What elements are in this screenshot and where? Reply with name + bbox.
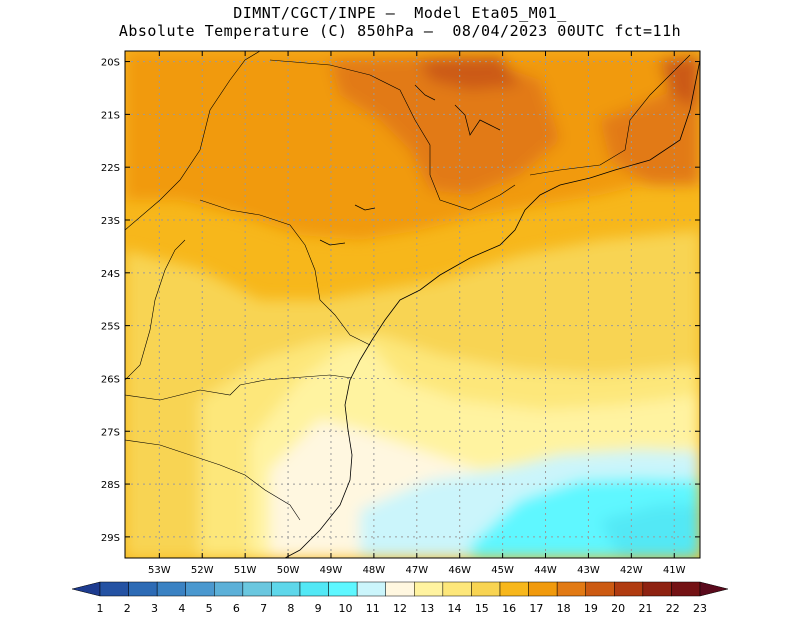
colorbar-label-4: 4	[178, 602, 185, 615]
colorbar-label-9: 9	[315, 602, 322, 615]
lon-label-45W: 45W	[491, 565, 514, 576]
lon-label-53W: 53W	[148, 565, 171, 576]
colorbar-label-8: 8	[287, 602, 294, 615]
colorbar-label-11: 11	[366, 602, 380, 615]
border-pr-sc	[125, 374, 353, 401]
reservoir-a	[414, 84, 436, 101]
coast-line	[284, 59, 700, 558]
colorbar-swatch	[671, 581, 701, 597]
lon-label-47W: 47W	[405, 565, 428, 576]
field-19-b	[660, 55, 700, 110]
colorbar-swatch	[128, 581, 158, 597]
field-18-b	[600, 80, 700, 185]
colorbar-label-1: 1	[97, 602, 104, 615]
state-borders	[125, 51, 691, 521]
colorbar-label-19: 19	[584, 602, 598, 615]
colorbar-label-16: 16	[502, 602, 516, 615]
lat-label-24S: 24S	[101, 269, 120, 280]
colorbar-label-15: 15	[475, 602, 489, 615]
lon-label-49W: 49W	[320, 565, 343, 576]
colorbar-swatch	[271, 581, 301, 597]
colorbar-swatch	[556, 581, 586, 597]
colorbar-swatch	[614, 581, 644, 597]
colorbar-label-14: 14	[448, 602, 462, 615]
colorbar-label-23: 23	[693, 602, 707, 615]
colorbar-swatch	[299, 581, 329, 597]
coastline	[284, 59, 700, 558]
colorbar-swatch	[442, 581, 472, 597]
lat-axis: 20S 21S 22S 23S 24S 25S 26S 27S 28S 29S	[101, 58, 700, 544]
border-mg-rj	[529, 54, 691, 176]
lon-label-44W: 44W	[534, 565, 557, 576]
border-py	[125, 239, 186, 381]
colorbar-label-5: 5	[206, 602, 213, 615]
colorbar-label-12: 12	[393, 602, 407, 615]
reservoir-b	[354, 204, 376, 211]
colorbar-label-17: 17	[529, 602, 543, 615]
colorbar-swatch	[528, 581, 558, 597]
lat-label-26S: 26S	[101, 374, 120, 385]
colorbar-label-6: 6	[233, 602, 240, 615]
colorbar-swatch	[642, 581, 672, 597]
reservoirs	[319, 84, 501, 246]
lon-label-42W: 42W	[620, 565, 643, 576]
grid	[125, 51, 700, 558]
lon-label-48W: 48W	[363, 565, 386, 576]
colorbar-swatch	[356, 581, 386, 597]
colorbar-swatch	[328, 581, 358, 597]
lon-label-43W: 43W	[577, 565, 600, 576]
colorbar-label-7: 7	[260, 602, 267, 615]
border-ms-sp	[125, 51, 261, 231]
lat-label-23S: 23S	[101, 216, 120, 227]
lat-label-27S: 27S	[101, 427, 120, 438]
lat-label-22S: 22S	[101, 163, 120, 174]
lon-label-50W: 50W	[277, 565, 300, 576]
lon-label-51W: 51W	[234, 565, 257, 576]
colorbar-label-21: 21	[638, 602, 652, 615]
colorbar-swatch	[99, 581, 129, 597]
reservoir-furnas	[454, 104, 501, 136]
colorbar-swatch	[499, 581, 529, 597]
colorbar-swatch	[242, 581, 272, 597]
colorbar-swatch	[471, 581, 501, 597]
map-frame	[124, 50, 701, 559]
colorbar-label-22: 22	[666, 602, 680, 615]
chart-title-line2: Absolute Temperature (C) 850hPa – 08/04/…	[118, 22, 682, 40]
temperature-field	[125, 51, 700, 558]
colorbar-swatch	[214, 581, 244, 597]
colorbar-arrow-right	[699, 581, 729, 597]
colorbar-arrow-left	[71, 581, 101, 597]
border-sc-rs	[125, 439, 301, 521]
colorbar-swatch	[156, 581, 186, 597]
colorbar-swatch	[585, 581, 615, 597]
colorbar-swatch	[385, 581, 415, 597]
colorbar-swatch	[185, 581, 215, 597]
lat-label-28S: 28S	[101, 480, 120, 491]
reservoir-c	[319, 239, 346, 246]
border-sp-pr	[199, 199, 371, 346]
lon-label-52W: 52W	[191, 565, 214, 576]
lat-label-21S: 21S	[101, 110, 120, 121]
lon-label-41W: 41W	[663, 565, 686, 576]
colorbar: 1 2 3 4 5 6 7 8 9 10 11 12 13 14 15 16 17 18 19 20 21 22 23	[71, 581, 729, 615]
border-sp-mg	[269, 59, 516, 211]
chart-title-line1: DIMNT/CGCT/INPE – Model Eta05_M01_	[233, 4, 567, 22]
field-19	[420, 55, 520, 90]
lon-label-46W: 46W	[448, 565, 471, 576]
colorbar-label-3: 3	[151, 602, 158, 615]
colorbar-label-20: 20	[611, 602, 625, 615]
colorbar-label-2: 2	[124, 602, 131, 615]
colorbar-label-10: 10	[338, 602, 352, 615]
colorbar-label-13: 13	[420, 602, 434, 615]
lat-label-20S: 20S	[101, 58, 120, 69]
field-9	[600, 505, 700, 558]
colorbar-label-18: 18	[557, 602, 571, 615]
lat-label-25S: 25S	[101, 322, 120, 333]
lon-axis: 53W 52W 51W 50W 49W 48W 47W 46W 45W 44W 43W 42W 41W	[148, 51, 686, 576]
colorbar-swatch	[414, 581, 444, 597]
lat-label-29S: 29S	[101, 533, 120, 544]
